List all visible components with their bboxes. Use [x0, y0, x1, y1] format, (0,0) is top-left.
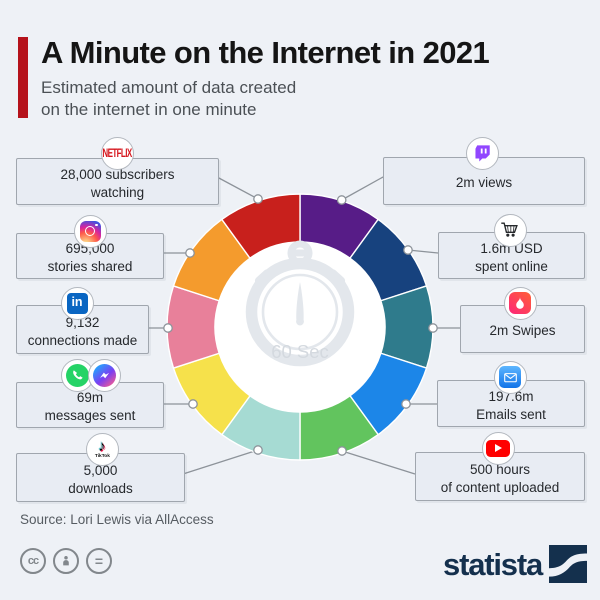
- page-subtitle: Estimated amount of data created on the …: [41, 78, 297, 120]
- connector-dot-7: [163, 323, 173, 333]
- connector-dot-5: [253, 445, 263, 455]
- callout-email-text: 197.6m Emails sent: [476, 388, 546, 422]
- equals-icon: =: [86, 548, 112, 574]
- connector-dot-9: [253, 194, 263, 204]
- email-icon: [493, 360, 527, 394]
- connector-line-9: [216, 176, 259, 200]
- connector-dot-6: [188, 399, 198, 409]
- callout-whatsapp-messenger-text: 69m messages sent: [44, 390, 136, 423]
- callout-whatsapp-messenger: 69m messages sent: [16, 382, 164, 428]
- connector-dot-2: [428, 323, 438, 333]
- callout-tinder-text: 2m Swipes: [489, 323, 556, 339]
- connector-dot-0: [336, 195, 347, 205]
- stopwatch-icon: [245, 240, 355, 367]
- statista-logo: statista: [443, 545, 587, 583]
- tinder-icon: [503, 286, 537, 320]
- callout-shopping-text: 1.6m USD spent online: [475, 240, 548, 274]
- tiktok-icon: ♪ TikTok: [85, 432, 119, 466]
- connector-line-0: [341, 176, 384, 201]
- callout-youtube-text: 500 hours of content uploaded: [440, 461, 560, 495]
- youtube-icon: [481, 431, 515, 465]
- instagram-icon: [73, 214, 107, 248]
- page-title: A Minute on the Internet in 2021: [41, 35, 490, 70]
- linkedin-icon: in: [60, 286, 94, 320]
- messenger-icon: [87, 358, 121, 392]
- callout-tiktok-text: 5,000 downloads: [68, 462, 133, 496]
- connector-dot-4: [337, 446, 347, 456]
- cc-icon: cc: [20, 548, 46, 574]
- cart-icon: [493, 213, 527, 247]
- statista-wordmark: statista: [443, 546, 543, 582]
- connector-dot-8: [185, 248, 195, 258]
- attribution-person-icon: [53, 548, 79, 574]
- callout-twitch: 2m views: [383, 157, 585, 205]
- header: A Minute on the Internet in 2021 Estimat…: [18, 35, 490, 122]
- twitch-icon: [465, 136, 499, 170]
- connector-dot-3: [401, 399, 411, 409]
- license-badges: cc =: [20, 548, 112, 574]
- callout-instagram-text: 695,000 stories shared: [47, 241, 133, 274]
- stopwatch-label: 60 Sec: [271, 341, 329, 362]
- source-note: Source: Lori Lewis via AllAccess: [20, 512, 214, 527]
- callout-twitch-text: 2m views: [455, 175, 513, 191]
- connector-dots: [163, 194, 438, 456]
- accent-bar: [18, 37, 28, 118]
- callout-netflix-text: 28,000 subscribers watching: [60, 166, 175, 200]
- connector-line-4: [341, 450, 416, 475]
- connector-dot-1: [403, 245, 413, 255]
- connector-line-1: [407, 249, 439, 254]
- connector-line-5: [182, 449, 259, 475]
- netflix-icon: NETFLIX: [100, 136, 134, 170]
- statista-logo-mark: [549, 545, 587, 583]
